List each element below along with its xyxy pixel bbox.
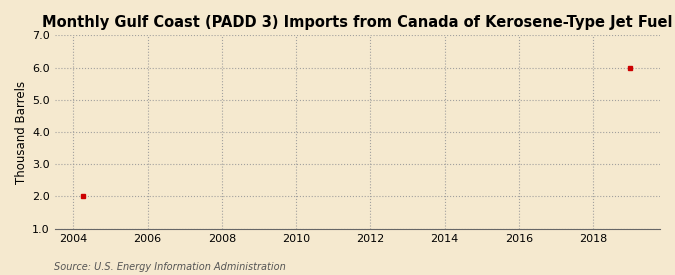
Y-axis label: Thousand Barrels: Thousand Barrels [15, 80, 28, 183]
Text: Source: U.S. Energy Information Administration: Source: U.S. Energy Information Administ… [54, 262, 286, 272]
Title: Monthly Gulf Coast (PADD 3) Imports from Canada of Kerosene-Type Jet Fuel: Monthly Gulf Coast (PADD 3) Imports from… [42, 15, 673, 30]
